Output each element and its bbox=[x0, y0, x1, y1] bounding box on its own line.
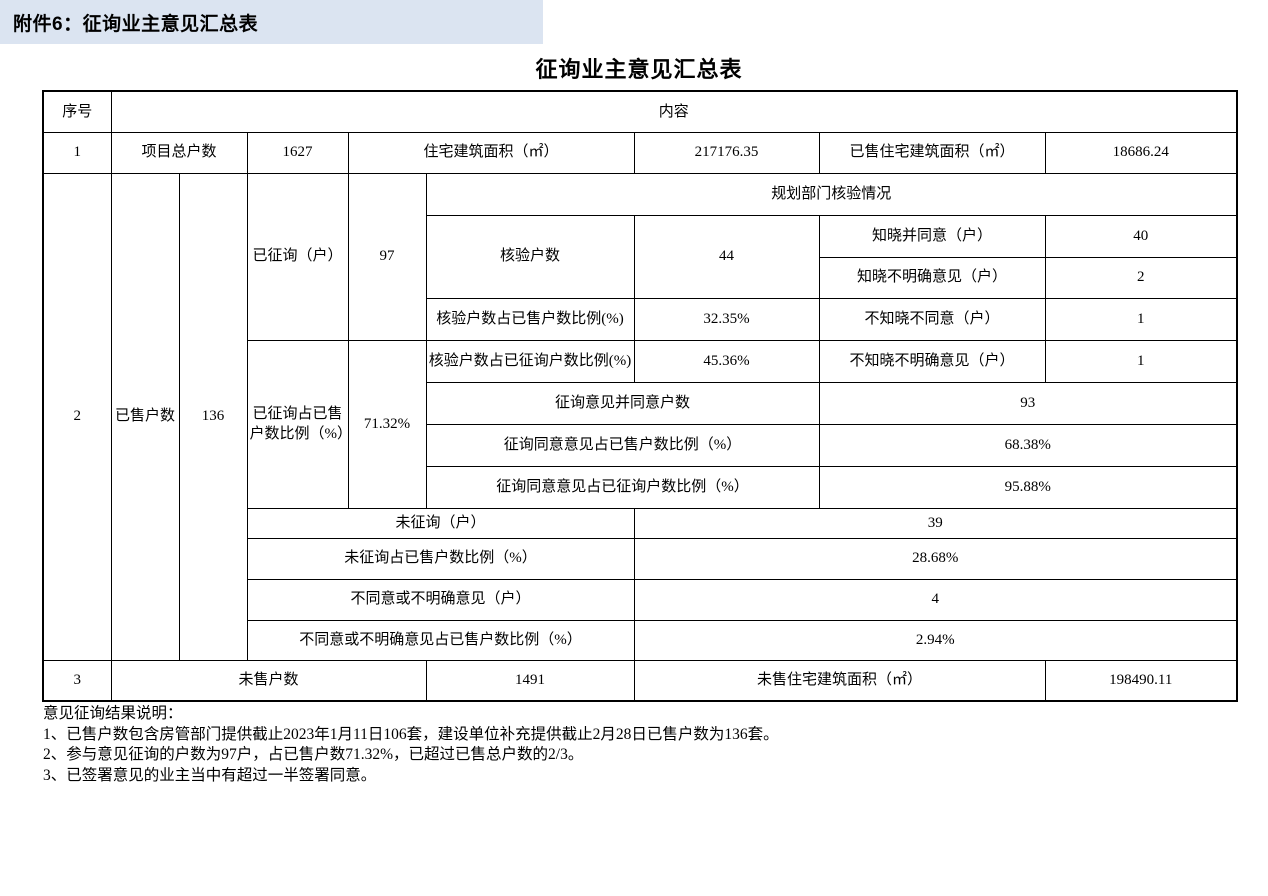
table-row: 已征询占已售户数比例（%） 71.32% 核验户数占已征询户数比例(%) 45.… bbox=[43, 339, 1238, 509]
row1-value-cell: 1627 bbox=[246, 131, 349, 174]
table-row: 不同意或不明确意见占已售户数比例（%） 2.94% bbox=[43, 619, 1238, 661]
disagree-unclear-value-cell: 4 bbox=[633, 578, 1238, 621]
page-title: 征询业主意见汇总表 bbox=[535, 57, 743, 82]
agree-sold-ratio-label-cell: 征询同意意见占已售户数比例（%） bbox=[425, 423, 820, 467]
note-item-1: 1、已售户数包含房管部门提供截止2023年1月11日106套，建设单位补充提供截… bbox=[43, 725, 779, 743]
header-serial-cell: 序号 bbox=[42, 90, 112, 133]
table-row: 征询意见并同意户数 93 bbox=[43, 381, 1238, 425]
aware-agree-value-cell: 40 bbox=[1044, 214, 1238, 258]
surveyed-value-cell: 97 bbox=[347, 172, 427, 341]
header-content-cell: 内容 bbox=[110, 90, 1238, 133]
table-row: 知晓不明确意见（户） 2 bbox=[43, 256, 1238, 299]
row3-area-label-cell: 未售住宅建筑面积（㎡） bbox=[633, 659, 1046, 702]
survey-ratio-label-cell: 已征询占已售户数比例（%） bbox=[246, 339, 349, 509]
owner-opinion-summary-table: 序号 内容 1 项目总户数 1627 住宅建筑面积（㎡） 217176.35 已… bbox=[42, 90, 1239, 702]
note-item-2: 2、参与意见征询的户数为97户，占已售户数71.32%，已超过已售总户数的2/3… bbox=[43, 746, 584, 763]
not-surveyed-ratio-label-cell: 未征询占已售户数比例（%） bbox=[246, 537, 635, 580]
table-row: 征询同意意见占已征询户数比例（%） 95.88% bbox=[43, 465, 1238, 509]
aware-unclear-label-cell: 知晓不明确意见（户） bbox=[818, 256, 1046, 299]
survey-result-notes: 意见征询结果说明： 1、已售户数包含房管部门提供截止2023年1月11日106套… bbox=[43, 704, 1243, 786]
table-row: 核验户数占已售户数比例(%) 32.35% 不知晓不同意（户） 1 bbox=[43, 297, 1238, 341]
row1-sold-area-value-cell: 18686.24 bbox=[1044, 131, 1238, 174]
not-surveyed-ratio-value-cell: 28.68% bbox=[633, 537, 1238, 580]
verified-survey-ratio-value-cell: 45.36% bbox=[633, 339, 820, 383]
row1-area-value-cell: 217176.35 bbox=[633, 131, 820, 174]
table-row: 核验户数 44 知晓并同意（户） 40 bbox=[43, 214, 1238, 299]
attachment-label: 附件6：征询业主意见汇总表 bbox=[13, 13, 259, 35]
verified-survey-ratio-label-cell: 核验户数占已征询户数比例(%) bbox=[425, 339, 635, 383]
verified-value-cell: 44 bbox=[633, 214, 820, 299]
agree-survey-ratio-label-cell: 征询同意意见占已征询户数比例（%） bbox=[425, 465, 820, 509]
table-row: 2 已售户数 136 已征询（户） 97 规划部门核验情况 bbox=[42, 172, 1238, 661]
table-row: 未征询（户） 39 bbox=[43, 507, 1238, 539]
unaware-disagree-label-cell: 不知晓不同意（户） bbox=[818, 297, 1046, 341]
table-row: 不同意或不明确意见（户） 4 bbox=[43, 578, 1238, 621]
table-header-row: 序号 内容 bbox=[42, 90, 1238, 133]
planning-verification-header-cell: 规划部门核验情况 bbox=[425, 172, 1238, 216]
row3-no-cell: 3 bbox=[42, 659, 112, 702]
survey-ratio-value-cell: 71.32% bbox=[347, 339, 427, 509]
row2-value-cell: 136 bbox=[178, 172, 248, 661]
attachment-banner: 附件6：征询业主意见汇总表 bbox=[0, 0, 543, 44]
row1-area-label-cell: 住宅建筑面积（㎡） bbox=[347, 131, 635, 174]
agree-survey-ratio-value-cell: 95.88% bbox=[818, 465, 1238, 509]
notes-heading: 意见征询结果说明： bbox=[43, 705, 183, 722]
note-item-3: 3、已签署意见的业主当中有超过一半签署同意。 bbox=[43, 766, 377, 784]
table-row: 征询同意意见占已售户数比例（%） 68.38% bbox=[43, 423, 1238, 467]
not-surveyed-value-cell: 39 bbox=[633, 507, 1238, 539]
not-surveyed-label-cell: 未征询（户） bbox=[246, 507, 635, 539]
disagree-unclear-label-cell: 不同意或不明确意见（户） bbox=[246, 578, 635, 621]
surveyed-label-cell: 已征询（户） bbox=[246, 172, 349, 341]
row1-no-cell: 1 bbox=[42, 131, 112, 174]
row3-area-value-cell: 198490.11 bbox=[1044, 659, 1238, 702]
aware-agree-label-cell: 知晓并同意（户） bbox=[818, 214, 1046, 258]
verified-label-cell: 核验户数 bbox=[425, 214, 635, 299]
agree-count-value-cell: 93 bbox=[818, 381, 1238, 425]
unaware-unclear-label-cell: 不知晓不明确意见（户） bbox=[818, 339, 1046, 383]
row1-label-cell: 项目总户数 bbox=[110, 131, 248, 174]
table-row: 1 项目总户数 1627 住宅建筑面积（㎡） 217176.35 已售住宅建筑面… bbox=[42, 131, 1238, 174]
verified-sold-ratio-value-cell: 32.35% bbox=[633, 297, 820, 341]
table-row: 3 未售户数 1491 未售住宅建筑面积（㎡） 198490.11 bbox=[42, 659, 1238, 702]
row2-label-cell: 已售户数 bbox=[110, 172, 180, 661]
verified-sold-ratio-label-cell: 核验户数占已售户数比例(%) bbox=[425, 297, 635, 341]
unaware-disagree-value-cell: 1 bbox=[1044, 297, 1238, 341]
disagree-unclear-ratio-value-cell: 2.94% bbox=[633, 619, 1238, 661]
unaware-unclear-value-cell: 1 bbox=[1044, 339, 1238, 383]
row3-label-cell: 未售户数 bbox=[110, 659, 427, 702]
row1-sold-area-label-cell: 已售住宅建筑面积（㎡） bbox=[818, 131, 1046, 174]
disagree-unclear-ratio-label-cell: 不同意或不明确意见占已售户数比例（%） bbox=[246, 619, 635, 661]
aware-unclear-value-cell: 2 bbox=[1044, 256, 1238, 299]
row3-value-cell: 1491 bbox=[425, 659, 635, 702]
row2-no-cell: 2 bbox=[42, 172, 112, 661]
agree-count-label-cell: 征询意见并同意户数 bbox=[425, 381, 820, 425]
agree-sold-ratio-value-cell: 68.38% bbox=[818, 423, 1238, 467]
